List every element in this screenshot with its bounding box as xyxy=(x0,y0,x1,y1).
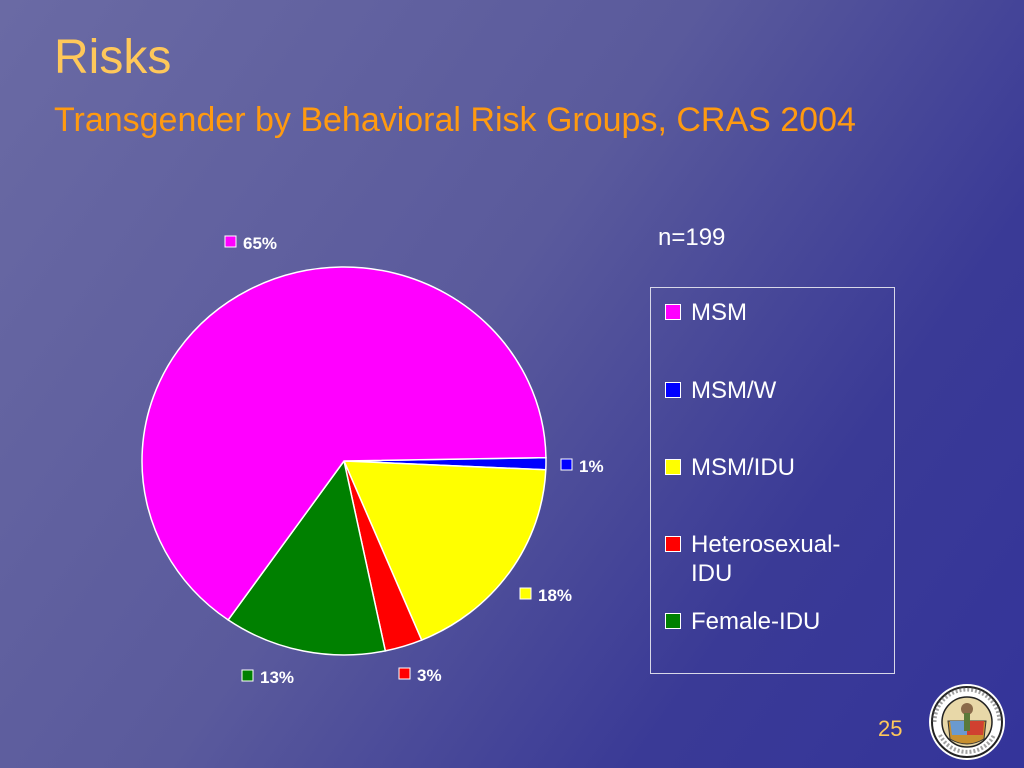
sample-size-label: n=199 xyxy=(658,224,726,251)
chart-legend: MSM MSM/W MSM/IDU Heterosexual-IDU Femal… xyxy=(650,287,895,674)
data-label-swatch-female-idu xyxy=(241,669,254,682)
legend-label-msm-w: MSM/W xyxy=(691,377,777,404)
legend-label-msm-idu: MSM/IDU xyxy=(691,454,795,481)
legend-label-female-idu: Female-IDU xyxy=(691,608,821,635)
legend-item-msm: MSM xyxy=(665,298,891,327)
legend-item-msm-w: MSM/W xyxy=(665,376,891,405)
legend-swatch-msm-idu xyxy=(665,459,681,475)
slide-title: Risks xyxy=(54,31,172,84)
data-label-female-idu: 13% xyxy=(260,668,294,687)
legend-item-female-idu: Female-IDU xyxy=(665,607,891,636)
data-label-swatch-msm xyxy=(224,235,237,248)
data-label-swatch-msm-idu xyxy=(519,587,532,600)
legend-label-heterosexual-idu: Heterosexual-IDU xyxy=(691,531,841,587)
legend-item-msm-idu: MSM/IDU xyxy=(665,453,891,482)
slide-subtitle: Transgender by Behavioral Risk Groups, C… xyxy=(54,101,856,139)
data-label-msm-w: 1% xyxy=(579,457,604,476)
legend-swatch-female-idu xyxy=(665,613,681,629)
pie-slice-msm xyxy=(141,266,547,621)
pie-slice-female-idu xyxy=(227,459,387,656)
data-label-heterosexual-idu: 3% xyxy=(417,666,442,685)
legend-swatch-msm-w xyxy=(665,382,681,398)
data-label-swatch-heterosexual-idu xyxy=(398,667,411,680)
legend-item-heterosexual-idu: Heterosexual-IDU xyxy=(665,530,871,588)
data-label-msm-idu: 18% xyxy=(538,586,572,605)
data-label-msm: 65% xyxy=(243,234,277,253)
page-number: 25 xyxy=(878,716,903,741)
legend-label-msm: MSM xyxy=(691,299,747,326)
legend-swatch-msm xyxy=(665,304,681,320)
county-seal-logo xyxy=(929,684,1005,760)
pie-slice-msm-idu xyxy=(342,460,547,642)
legend-swatch-heterosexual-idu xyxy=(665,536,681,552)
data-label-swatch-msm-w xyxy=(560,458,573,471)
